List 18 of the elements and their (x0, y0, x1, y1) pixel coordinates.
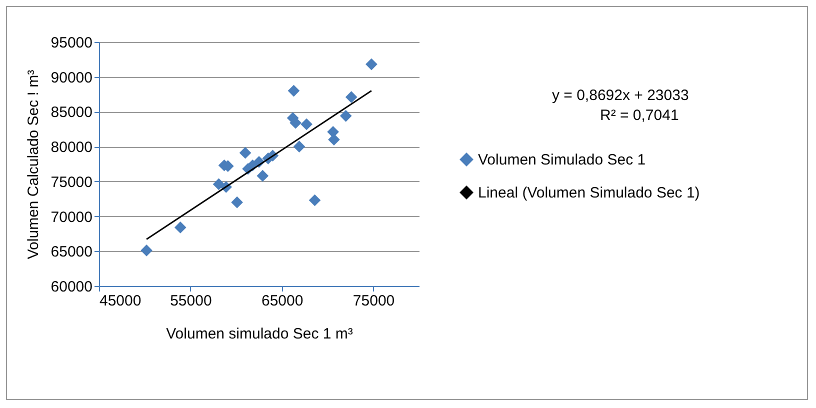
x-tick-label: 55000 (170, 292, 212, 310)
x-tick-label: 75000 (352, 292, 395, 310)
y-tick-label: 85000 (50, 104, 92, 122)
y-tick-label: 90000 (50, 69, 92, 86)
y-tick-label: 80000 (50, 139, 92, 156)
text: y = 0,8692x + 23033 (552, 86, 689, 106)
legend-label: Volumen Simulado Sec 1 (478, 152, 646, 168)
y-tick-label: 70000 (50, 208, 92, 226)
y-tick-label: 75000 (50, 174, 92, 191)
text: R² = 0,7041 (599, 106, 680, 126)
x-tick-label: 65000 (262, 292, 304, 310)
y-tick-label: 65000 (50, 244, 92, 261)
y-tick-label: 60000 (50, 278, 92, 296)
y-tick-label: 95000 (50, 34, 92, 52)
legend-label: Lineal (Volumen Simulado Sec 1) (478, 184, 700, 202)
y-axis-title: Volumen Calculado Sec ! m³ (24, 70, 42, 260)
x-tick-label: 45000 (100, 292, 142, 310)
x-axis-title: Volumen simulado Sec 1 m³ (166, 326, 353, 342)
